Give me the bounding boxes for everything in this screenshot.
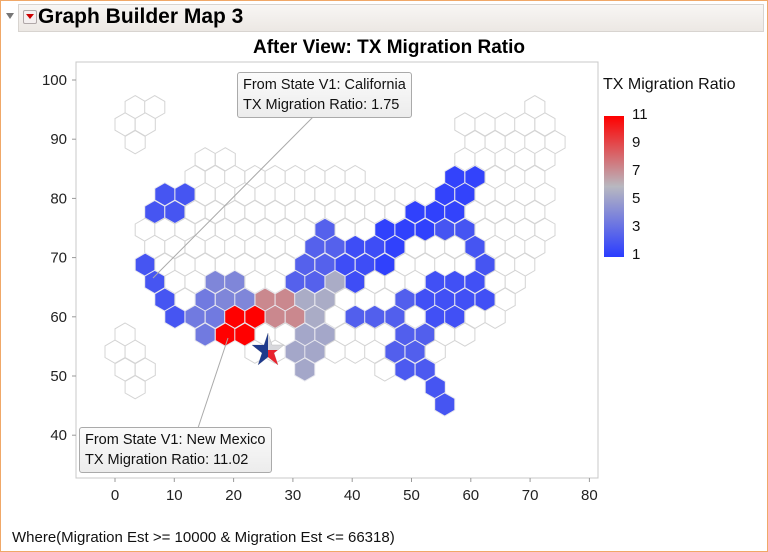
x-tick-label: 30 <box>285 487 302 504</box>
tooltip-ratio: TX Migration Ratio: 1.75 <box>243 97 400 113</box>
texas-star-icon <box>251 332 285 366</box>
report-title: Graph Builder Map 3 <box>38 5 244 28</box>
y-tick-label: 80 <box>50 190 67 207</box>
tooltip-ratio: TX Migration Ratio: 11.02 <box>85 452 249 468</box>
x-tick-label: 40 <box>344 487 361 504</box>
tooltip-leader-line <box>152 116 314 279</box>
y-tick-label: 100 <box>42 72 67 89</box>
hex-cell-empty[interactable] <box>484 304 506 329</box>
report-header <box>18 4 764 32</box>
tooltip-california: From State V1: California TX Migration R… <box>237 72 412 118</box>
hex-cell[interactable] <box>294 357 316 382</box>
x-tick-label: 20 <box>225 487 242 504</box>
legend-label: 7 <box>632 162 641 179</box>
red-triangle-menu-icon[interactable] <box>23 10 37 24</box>
color-scale-bar <box>604 116 624 257</box>
tooltip-new-mexico: From State V1: New Mexico TX Migration R… <box>79 427 272 473</box>
legend-label: 9 <box>632 134 641 151</box>
hex-cell-empty[interactable] <box>454 322 476 347</box>
y-tick-label: 70 <box>50 250 67 267</box>
y-tick-label: 50 <box>50 368 67 385</box>
legend-label: 3 <box>632 218 641 235</box>
x-tick-label: 60 <box>462 487 479 504</box>
legend-title: TX Migration Ratio <box>603 76 736 93</box>
legend-label: 1 <box>632 246 641 263</box>
tooltip-state: From State V1: New Mexico <box>85 432 266 448</box>
legend-label: 11 <box>632 106 648 123</box>
disclosure-triangle-icon[interactable] <box>6 13 14 19</box>
x-tick-label: 10 <box>166 487 183 504</box>
y-tick-label: 90 <box>50 131 67 148</box>
y-tick-label: 60 <box>50 309 67 326</box>
x-tick-label: 50 <box>403 487 420 504</box>
where-filter-text: Where(Migration Est >= 10000 & Migration… <box>12 529 395 546</box>
tooltip-state: From State V1: California <box>243 77 406 93</box>
tooltip-leader-line <box>197 337 229 429</box>
x-tick-label: 70 <box>522 487 539 504</box>
hex-cell-empty[interactable] <box>124 375 146 400</box>
chart-title: After View: TX Migration Ratio <box>252 37 525 58</box>
y-tick-label: 40 <box>50 427 67 444</box>
legend-label: 5 <box>632 190 641 207</box>
hex-cell-empty[interactable] <box>124 130 146 155</box>
x-tick-label: 0 <box>111 487 119 504</box>
x-tick-label: 80 <box>581 487 598 504</box>
hex-cell[interactable] <box>434 392 456 417</box>
